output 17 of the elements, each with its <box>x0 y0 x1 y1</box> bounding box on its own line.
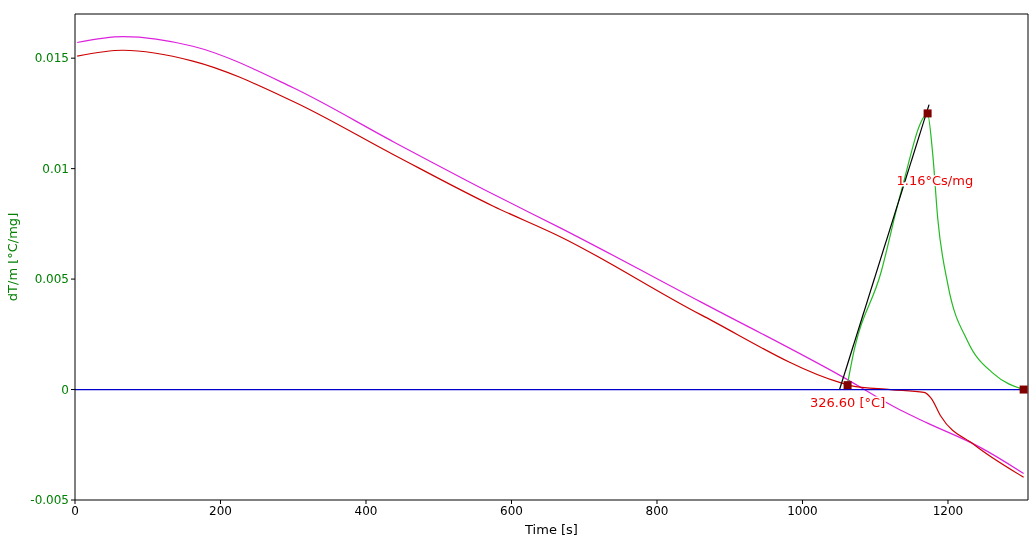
x-tick-label: 0 <box>71 503 79 518</box>
point <box>923 109 932 118</box>
y-tick-label: 0.015 <box>34 51 69 66</box>
y-tick-label: 0 <box>61 382 69 397</box>
annotation: 326.60 [°C] <box>809 394 886 410</box>
x-tick-label: 800 <box>645 503 669 518</box>
y-tick-label: 0.01 <box>42 161 69 176</box>
point <box>1019 385 1028 394</box>
y-tick-label: 0.005 <box>34 272 69 287</box>
point <box>843 381 852 390</box>
x-tick-label: 1000 <box>787 503 818 518</box>
x-tick-label: 1200 <box>932 503 964 518</box>
x-tick-label: 200 <box>209 503 232 518</box>
x-tick-label: 600 <box>500 503 523 518</box>
x-axis-title: Time [s] <box>524 522 578 537</box>
x-tick-label: 400 <box>354 503 378 518</box>
y-tick-label: -0.005 <box>30 493 69 508</box>
